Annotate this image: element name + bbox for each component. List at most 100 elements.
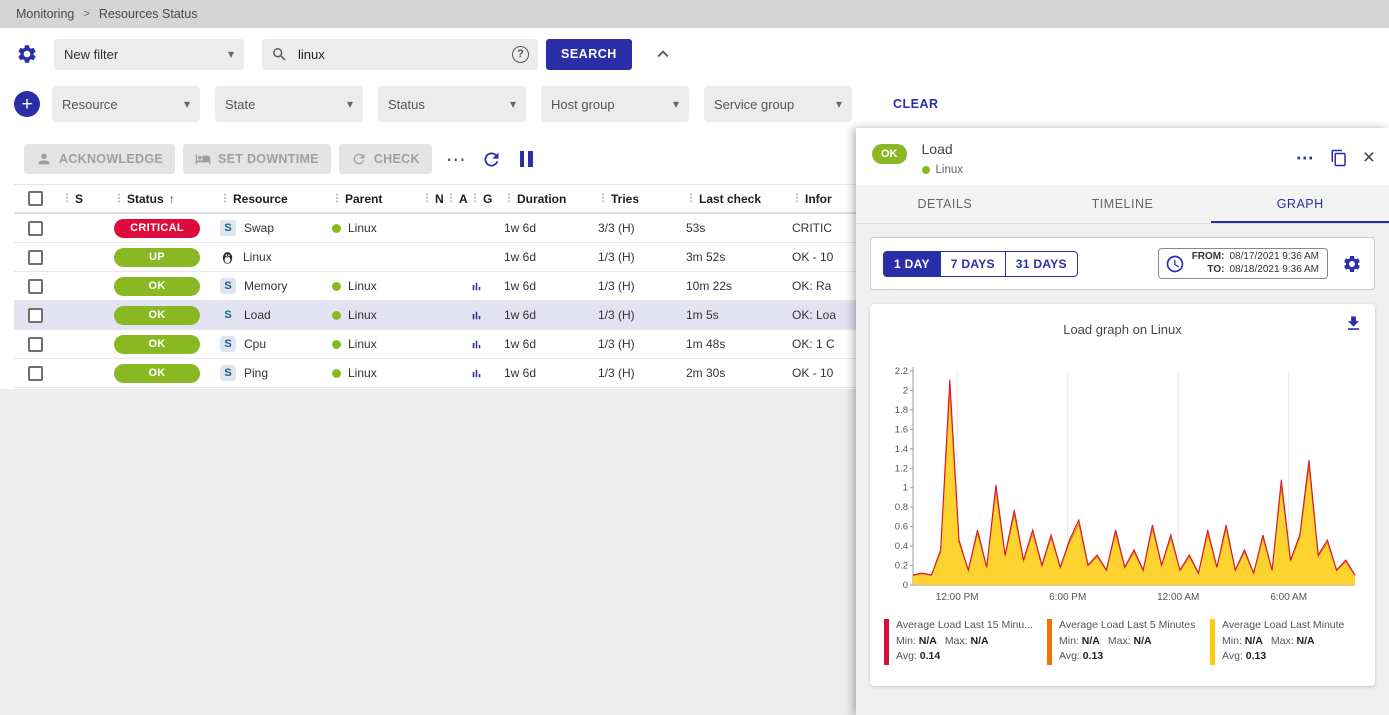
table-row[interactable]: OK S Memory Linux 1w 6d 1/3 (H) 10m 22s OK: Ra bbox=[14, 272, 856, 301]
acknowledge-button[interactable]: ACKNOWLEDGE bbox=[24, 144, 175, 174]
row-checkbox[interactable] bbox=[28, 336, 43, 352]
legend-item[interactable]: Average Load Last Minute Min: N/A Max: N/A… bbox=[1210, 619, 1361, 665]
range-7-days-button[interactable]: 7 DAYS bbox=[939, 250, 1006, 277]
column-header-parent[interactable]: ⋮ Parent bbox=[332, 191, 383, 206]
breadcrumb-item-resources-status[interactable]: Resources Status bbox=[98, 7, 198, 21]
drag-icon[interactable]: ⋮ bbox=[504, 193, 514, 204]
refresh-icon[interactable] bbox=[481, 149, 502, 170]
drag-icon[interactable]: ⋮ bbox=[792, 193, 802, 204]
range-31-days-button[interactable]: 31 DAYS bbox=[1004, 250, 1078, 277]
collapse-filters-icon[interactable] bbox=[652, 43, 674, 65]
service-group-select[interactable]: Service group ▾ bbox=[704, 86, 852, 122]
parent-name: Linux bbox=[348, 221, 377, 235]
acknowledge-label: ACKNOWLEDGE bbox=[59, 152, 163, 166]
information-cell: OK - 10 bbox=[792, 366, 834, 380]
resource-name: Load bbox=[244, 308, 271, 322]
check-refresh-icon bbox=[351, 151, 367, 167]
search-field[interactable]: ? bbox=[262, 38, 538, 70]
check-button[interactable]: CHECK bbox=[338, 144, 432, 174]
drag-icon[interactable]: ⋮ bbox=[598, 193, 608, 204]
host-group-select[interactable]: Host group ▾ bbox=[541, 86, 689, 122]
row-checkbox[interactable] bbox=[28, 278, 43, 294]
legend-color-bar bbox=[1210, 619, 1215, 665]
table-row[interactable]: CRITICAL S Swap Linux 1w 6d 3/3 (H) 53s CRITIC bbox=[14, 214, 856, 243]
load-graph-svg[interactable]: 0 0.2 0.4 0.6 0.8 1 1.2 1.4 1.6 1.8 2 2.2 12:00 PM 6:… bbox=[883, 363, 1363, 615]
resource-name: Cpu bbox=[244, 337, 267, 351]
sort-asc-icon: ↑ bbox=[168, 191, 175, 206]
row-checkbox[interactable] bbox=[28, 365, 43, 381]
breadcrumb-item-monitoring[interactable]: Monitoring bbox=[16, 7, 75, 21]
up-status-dot-icon bbox=[332, 310, 341, 320]
column-header-notification[interactable]: ⋮ N bbox=[422, 191, 444, 206]
column-header-status[interactable]: ⋮ Status ↑ bbox=[114, 191, 175, 206]
legend-min-max: Min: N/A Max: N/A bbox=[1059, 635, 1152, 647]
up-status-dot-icon bbox=[332, 368, 341, 378]
breadcrumb-separator-icon: > bbox=[83, 8, 90, 20]
search-help-icon[interactable]: ? bbox=[512, 45, 529, 63]
column-header-duration[interactable]: ⋮ Duration bbox=[504, 191, 567, 206]
export-graph-icon[interactable] bbox=[1344, 314, 1363, 338]
column-header-resource[interactable]: ⋮ Resource bbox=[220, 191, 288, 206]
legend-item[interactable]: Average Load Last 5 Minutes Min: N/A Max: … bbox=[1047, 619, 1198, 665]
column-header-acknowledged[interactable]: ⋮ A bbox=[446, 191, 468, 206]
copy-link-icon[interactable] bbox=[1330, 149, 1348, 167]
drag-icon[interactable]: ⋮ bbox=[422, 193, 432, 204]
filter-settings-gear-icon[interactable] bbox=[14, 41, 40, 67]
select-all-checkbox[interactable] bbox=[28, 191, 43, 206]
table-row[interactable]: OK S Ping Linux 1w 6d 1/3 (H) 2m 30s OK - 10 bbox=[14, 359, 856, 388]
custom-time-period-field[interactable]: FROM: 08/17/2021 9:36 AM TO: 08/18/2021 … bbox=[1157, 248, 1328, 279]
state-select[interactable]: State ▾ bbox=[215, 86, 363, 122]
service-icon: S bbox=[220, 220, 236, 236]
column-header-graph[interactable]: ⋮ G bbox=[470, 191, 493, 206]
table-row[interactable]: OK S Load Linux 1w 6d 1/3 (H) 1m 5s OK: Loa bbox=[14, 301, 856, 330]
clear-filters-button[interactable]: CLEAR bbox=[893, 97, 939, 111]
saved-filter-select[interactable]: New filter ▾ bbox=[54, 38, 244, 70]
legend-avg: Avg: 0.13 bbox=[1059, 650, 1104, 662]
legend-item[interactable]: Average Load Last 15 Minu... Min: N/A Max:… bbox=[884, 619, 1035, 665]
resource-select[interactable]: Resource ▾ bbox=[52, 86, 200, 122]
column-header-information[interactable]: ⋮ Infor bbox=[792, 191, 832, 206]
drag-icon[interactable]: ⋮ bbox=[332, 193, 342, 204]
table-row[interactable]: OK S Cpu Linux 1w 6d 1/3 (H) 1m 48s OK: 1 C bbox=[14, 330, 856, 359]
tries-cell: 1/3 (H) bbox=[598, 366, 635, 380]
status-badge: CRITICAL bbox=[114, 218, 200, 238]
column-header-tries[interactable]: ⋮ Tries bbox=[598, 191, 640, 206]
drag-icon[interactable]: ⋮ bbox=[470, 193, 480, 204]
panel-more-actions-icon[interactable]: ⋯ bbox=[1295, 148, 1315, 168]
row-checkbox[interactable] bbox=[28, 307, 43, 323]
row-checkbox[interactable] bbox=[28, 249, 43, 265]
resource-select-label: Resource bbox=[62, 96, 118, 112]
saved-filter-value: New filter bbox=[64, 46, 119, 62]
column-header-severity[interactable]: ⋮ S bbox=[62, 191, 84, 206]
pause-autorefresh-icon[interactable] bbox=[519, 151, 533, 167]
column-header-last-check[interactable]: ⋮ Last check bbox=[686, 191, 762, 206]
drag-icon[interactable]: ⋮ bbox=[446, 193, 456, 204]
status-select[interactable]: Status ▾ bbox=[378, 86, 526, 122]
tab-timeline[interactable]: TIMELINE bbox=[1091, 197, 1154, 211]
range-1-day-button[interactable]: 1 DAY bbox=[883, 250, 941, 277]
search-button[interactable]: SEARCH bbox=[546, 38, 632, 70]
add-filter-button[interactable]: + bbox=[14, 91, 40, 117]
graph-settings-gear-icon[interactable] bbox=[1342, 254, 1362, 274]
drag-icon[interactable]: ⋮ bbox=[62, 193, 72, 204]
tries-cell: 1/3 (H) bbox=[598, 250, 635, 264]
drag-icon[interactable]: ⋮ bbox=[114, 193, 124, 204]
legend-color-bar bbox=[1047, 619, 1052, 665]
svg-text:1: 1 bbox=[902, 483, 907, 494]
more-actions-icon[interactable]: ⋯ bbox=[445, 148, 467, 171]
set-downtime-button[interactable]: SET DOWNTIME bbox=[183, 144, 331, 174]
tab-details[interactable]: DETAILS bbox=[917, 197, 973, 211]
row-checkbox[interactable] bbox=[28, 220, 43, 236]
table-row[interactable]: UP Linux 1w 6d 1/3 (H) 3m 52s OK - 10 bbox=[14, 243, 856, 272]
drag-icon[interactable]: ⋮ bbox=[686, 193, 696, 204]
up-status-dot-icon bbox=[332, 281, 341, 291]
legend-series-name: Average Load Last Minute bbox=[1222, 619, 1345, 631]
tab-graph[interactable]: GRAPH bbox=[1211, 185, 1389, 223]
legend-series-name: Average Load Last 15 Minu... bbox=[896, 619, 1033, 631]
table-header-row: ⋮ S ⋮ Status ↑ ⋮ Resource ⋮ Parent ⋮ N ⋮ A ⋮ G ⋮… bbox=[14, 184, 856, 214]
close-panel-icon[interactable]: × bbox=[1362, 146, 1375, 169]
drag-icon[interactable]: ⋮ bbox=[220, 193, 230, 204]
filter-section: New filter ▾ ? SEARCH + Resource ▾ State… bbox=[0, 28, 1389, 136]
search-input[interactable] bbox=[296, 45, 504, 63]
svg-text:0.2: 0.2 bbox=[894, 561, 907, 572]
